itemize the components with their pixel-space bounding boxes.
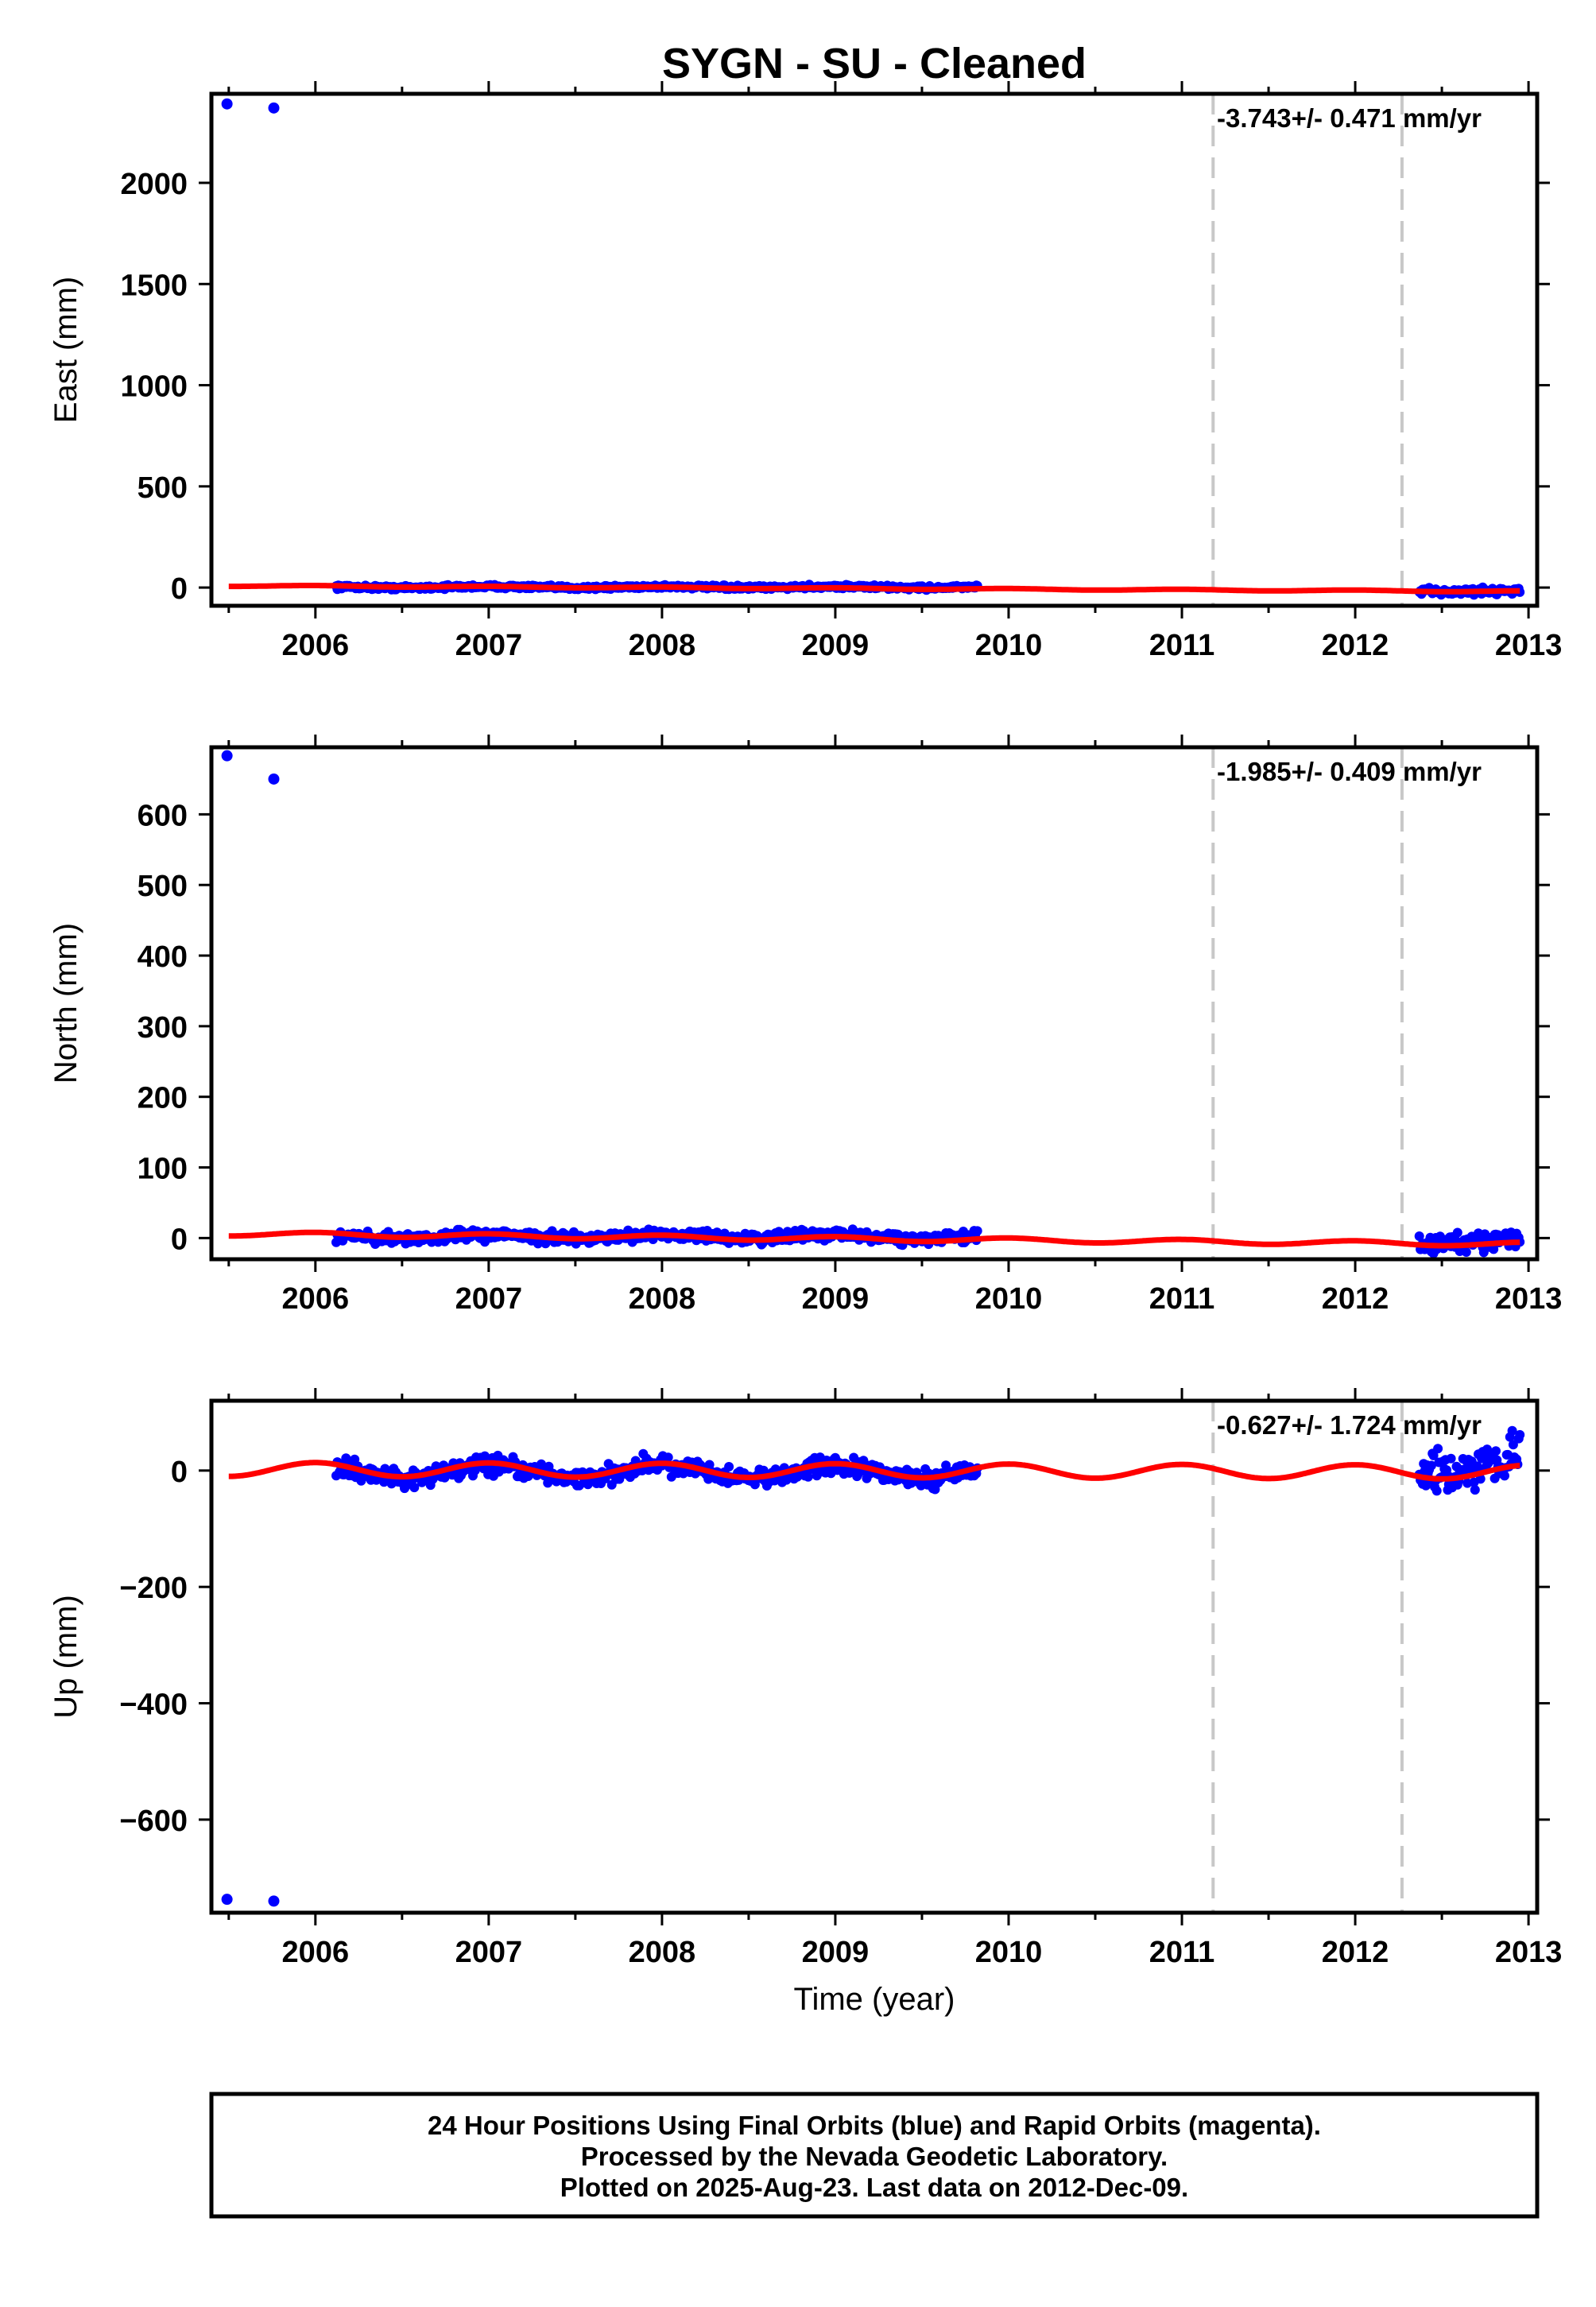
fit-line: [228, 583, 1520, 595]
fit-line: [228, 1460, 1520, 1482]
x-tick-label: 2008: [629, 629, 696, 662]
plot-frame: [209, 1398, 1540, 1915]
y-tick-label: 1000: [120, 370, 188, 404]
y-tick-label: 200: [138, 1082, 188, 1115]
data-point: [781, 1475, 792, 1485]
data-point: [480, 1451, 490, 1461]
up-panel: 2006 2007 2008 2009 2010 2011 2012 2013 0 −200 −40…: [48, 1388, 1562, 1969]
x-tick-label: 2009: [802, 1282, 870, 1316]
data-point: [803, 1471, 813, 1482]
x-tick-label: 2006: [282, 1282, 350, 1316]
x-tick-label: 2006: [282, 629, 350, 662]
x-tick-label: 2011: [1149, 629, 1214, 662]
x-tick-label: 2009: [802, 1936, 870, 1969]
data-point: [1433, 1444, 1443, 1454]
y-tick-label: −200: [119, 1572, 188, 1605]
footer-line-1: 24 Hour Positions Using Final Orbits (bl…: [428, 2111, 1321, 2140]
outlier-point: [221, 98, 233, 110]
outlier-point: [268, 773, 280, 785]
data-point: [1507, 1425, 1517, 1436]
data-point: [1446, 1453, 1456, 1464]
x-tick-label: 2012: [1322, 1936, 1389, 1969]
y-tick-label: 100: [138, 1153, 188, 1186]
x-tick-label: 2010: [975, 1282, 1043, 1316]
x-tick-label: 2013: [1495, 629, 1563, 662]
x-axis-label: Time (year): [794, 1982, 955, 2017]
data-point: [1428, 1450, 1439, 1460]
data-point: [724, 1462, 734, 1471]
y-axis-label: Up (mm): [48, 1595, 83, 1719]
data-point: [941, 1460, 951, 1471]
footer-line-2: Processed by the Nevada Geodetic Laborat…: [581, 2142, 1168, 2171]
x-tick-label: 2012: [1322, 629, 1389, 662]
outlier-point: [221, 750, 233, 762]
data-point: [409, 1483, 420, 1493]
y-tick-label: 2000: [120, 168, 188, 201]
plot-frame: [209, 91, 1540, 608]
x-tick-label: 2010: [975, 629, 1043, 662]
x-tick-label: 2012: [1322, 1282, 1389, 1316]
x-tick-label: 2008: [629, 1282, 696, 1316]
data-point: [1515, 1429, 1525, 1440]
outlier-point: [221, 1894, 233, 1906]
velocity-label: -3.743+/- 0.471 mm/yr: [1217, 103, 1482, 133]
x-tick-label: 2006: [282, 1936, 350, 1969]
y-axis-label: North (mm): [48, 923, 83, 1084]
data-point: [1414, 1231, 1424, 1241]
data-point: [972, 1226, 982, 1236]
data-point: [1452, 1227, 1462, 1238]
data-point: [1431, 1486, 1442, 1496]
outlier-point: [268, 1895, 280, 1907]
data-point: [663, 1452, 673, 1463]
x-tick-label: 2013: [1495, 1936, 1563, 1969]
x-tick-label: 2010: [975, 1936, 1043, 1969]
x-tick-label: 2009: [802, 629, 870, 662]
chart-title: SYGN - SU - Cleaned: [662, 40, 1087, 87]
y-tick-label: 0: [171, 1456, 188, 1489]
y-tick-label: 500: [138, 870, 188, 903]
x-tick-label: 2008: [629, 1936, 696, 1969]
data-point: [1489, 1244, 1499, 1254]
x-tick-label: 2007: [455, 629, 523, 662]
x-tick-label: 2013: [1495, 1282, 1563, 1316]
y-tick-label: −400: [119, 1689, 188, 1722]
data-point: [1472, 1461, 1482, 1471]
y-tick-label: 400: [138, 940, 188, 974]
data-point: [1461, 1247, 1471, 1257]
east-panel: 2006 2007 2008 2009 2010 2011 2012 2013 0 500 1000…: [48, 81, 1562, 662]
footer-line-3: Plotted on 2025-Aug-23. Last data on 201…: [560, 2173, 1188, 2202]
outlier-point: [268, 102, 280, 114]
y-tick-label: 300: [138, 1011, 188, 1045]
data-point: [1508, 1440, 1518, 1450]
y-tick-label: 0: [171, 1223, 188, 1256]
north-panel: 2006 2007 2008 2009 2010 2011 2012 2013 0 100 200 3…: [48, 735, 1562, 1316]
x-tick-label: 2007: [455, 1282, 523, 1316]
x-tick-label: 2011: [1149, 1282, 1214, 1316]
velocity-label: -1.985+/- 0.409 mm/yr: [1217, 757, 1482, 786]
data-point: [1491, 1446, 1501, 1456]
fit-line: [228, 1229, 1520, 1249]
x-tick-label: 2011: [1149, 1936, 1214, 1969]
x-tick-label: 2007: [455, 1936, 523, 1969]
y-tick-label: 0: [171, 572, 188, 606]
data-point: [1426, 1460, 1436, 1471]
y-tick-label: −600: [119, 1805, 188, 1838]
y-tick-label: 500: [138, 471, 188, 505]
velocity-label: -0.627+/- 1.724 mm/yr: [1217, 1410, 1482, 1440]
y-axis-label: East (mm): [48, 277, 83, 423]
data-point: [1500, 1471, 1509, 1481]
y-tick-label: 1500: [120, 269, 188, 302]
footer-box: [209, 2092, 1540, 2219]
plot-frame: [209, 745, 1540, 1262]
y-tick-label: 600: [138, 799, 188, 832]
data-point: [1470, 1485, 1480, 1495]
